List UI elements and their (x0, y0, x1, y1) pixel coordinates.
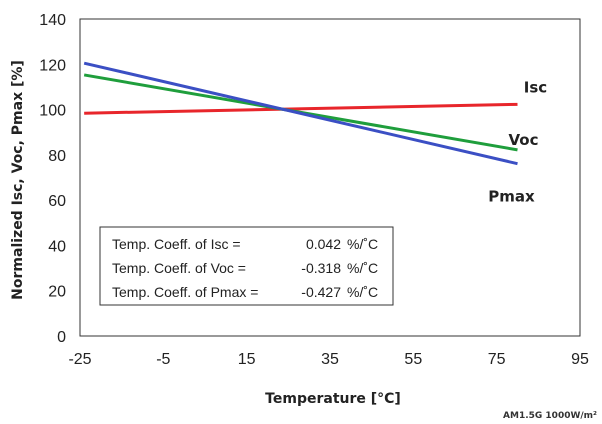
y-tick-label: 40 (48, 238, 66, 255)
coefficient-unit: %/˚C (347, 260, 378, 276)
x-tick-label: 75 (488, 351, 506, 368)
y-tick-labels: 0 20 40 60 80 100 120 140 (39, 12, 66, 346)
irradiance-note: AM1.5G 1000W/m² (503, 411, 597, 421)
y-tick-label: 60 (48, 193, 66, 210)
x-tick-label: 55 (404, 351, 422, 368)
x-tick-label: 15 (238, 351, 256, 368)
x-tick-labels: -25 -5 15 35 55 75 95 (68, 351, 589, 368)
y-tick-label: 140 (39, 12, 66, 29)
series-labels: Isc Voc Pmax (488, 78, 547, 205)
coefficient-label: Temp. Coeff. of Voc = (112, 260, 246, 276)
y-tick-label: 80 (48, 148, 66, 165)
series-label-isc: Isc (524, 78, 547, 96)
x-tick-label: -25 (68, 351, 91, 368)
coefficient-box-frame (99, 226, 394, 306)
coefficient-unit: %/˚C (347, 284, 378, 300)
coefficient-unit: %/˚C (347, 236, 378, 252)
x-tick-label: -5 (156, 351, 170, 368)
plot-frame (79, 18, 581, 337)
series-label-pmax: Pmax (488, 188, 535, 206)
coefficient-value: -0.318 (301, 260, 341, 276)
series-lines (83, 61, 518, 166)
y-tick-label: 100 (39, 103, 66, 120)
y-tick-label: 20 (48, 284, 66, 301)
coefficient-rows: Temp. Coeff. of Isc = 0.042 %/˚C Temp. Coef… (112, 236, 378, 300)
x-tick-label: 95 (571, 351, 589, 368)
series-line-pmax (83, 61, 518, 166)
x-tick-label: 35 (321, 351, 339, 368)
x-axis-title: Temperature [°C] (265, 391, 401, 407)
coefficient-value: 0.042 (306, 236, 341, 252)
series-label-voc: Voc (509, 131, 539, 149)
coefficient-box: Temp. Coeff. of Isc = 0.042 %/˚C Temp. Coef… (99, 226, 394, 306)
y-axis-title: Normalized Isc, Voc, Pmax [%] (10, 60, 26, 300)
coefficient-label: Temp. Coeff. of Isc = (112, 236, 241, 252)
coefficient-label: Temp. Coeff. of Pmax = (112, 284, 258, 300)
coefficient-value: -0.427 (301, 284, 341, 300)
plot-area (79, 18, 581, 337)
y-tick-label: 120 (39, 57, 66, 74)
series-line-isc (84, 102, 518, 115)
y-tick-label: 0 (57, 329, 66, 346)
